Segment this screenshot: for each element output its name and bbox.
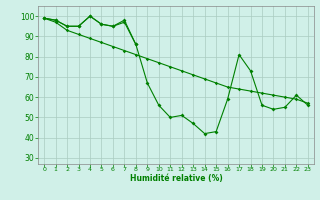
X-axis label: Humidité relative (%): Humidité relative (%) (130, 174, 222, 183)
